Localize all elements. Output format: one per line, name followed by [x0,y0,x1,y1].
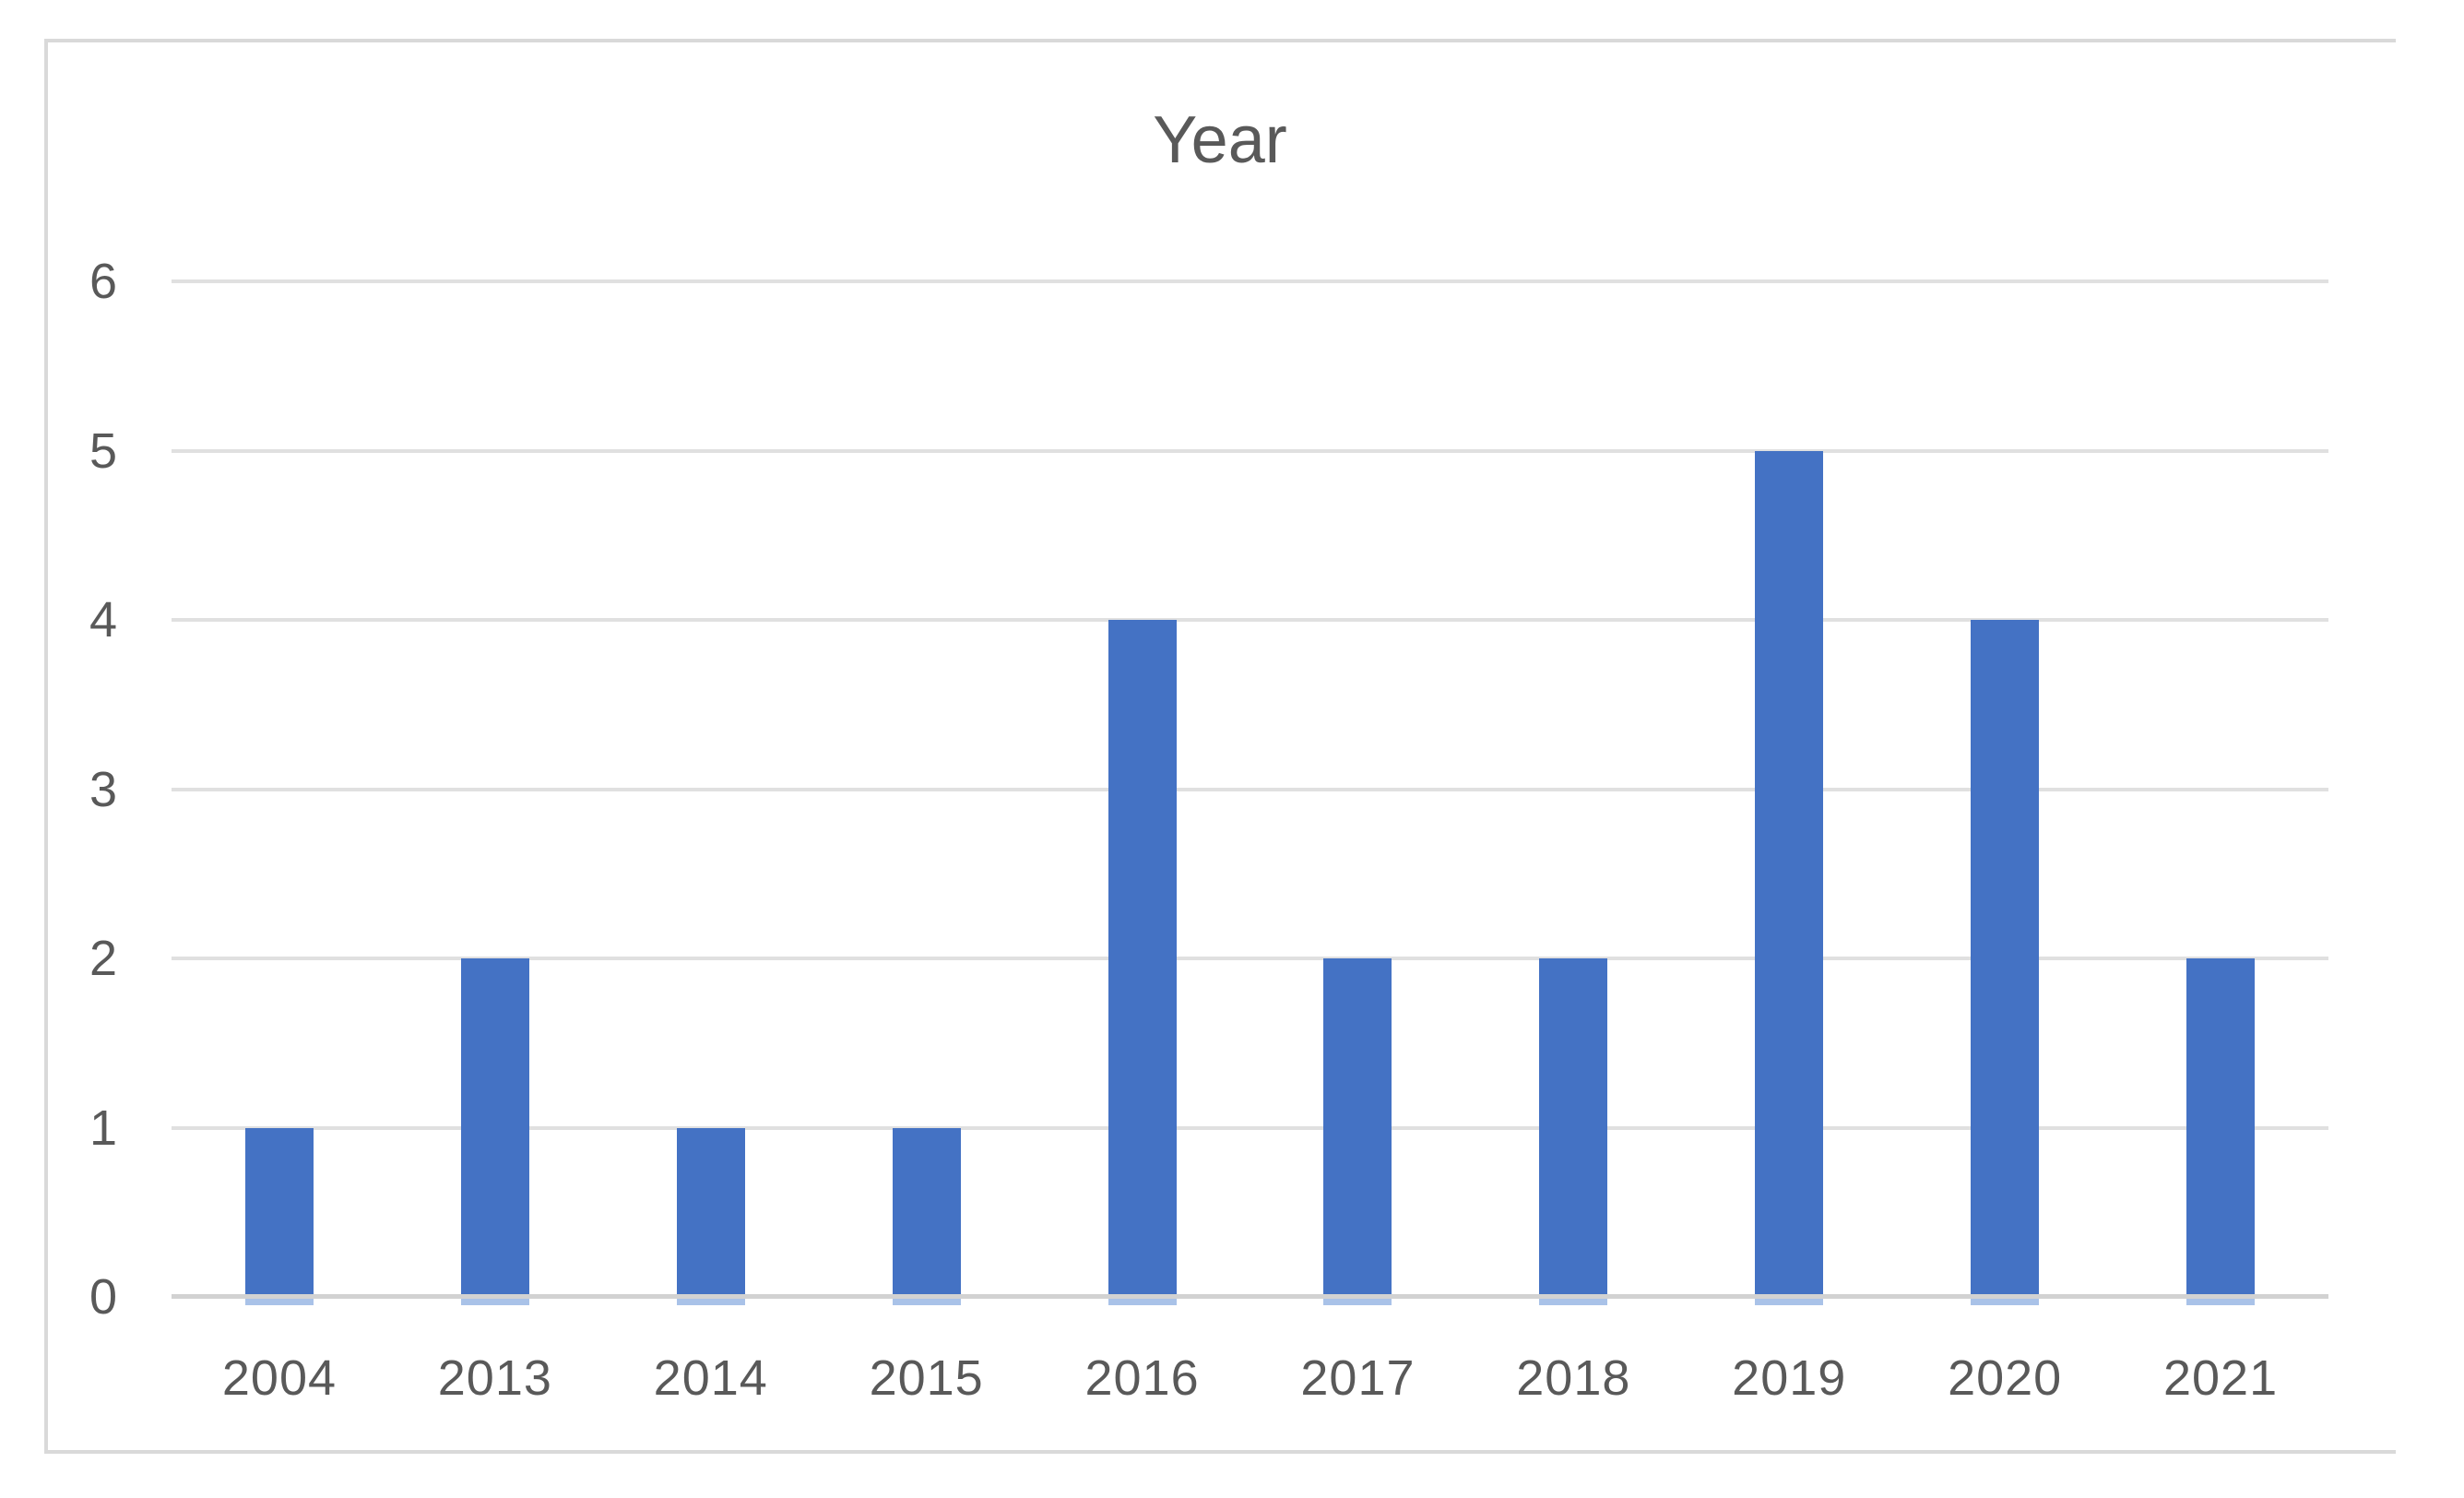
gridline [172,957,2328,960]
chart-title: Year [1153,103,1287,177]
y-axis-labels: 0 1 2 3 4 5 6 [51,254,117,1325]
bar-base-stub [2186,1299,2256,1305]
gridline [172,448,2328,453]
x-axis-tick-label: 2014 [653,1350,768,1406]
y-axis-tick-label: 1 [89,1100,117,1156]
gridline [172,787,2328,791]
bar [1108,620,1177,1294]
bar-base-stub [1971,1299,2040,1305]
bar [1755,450,1824,1294]
x-axis-tick-label: 2016 [1084,1350,1200,1406]
bar-base-stub [1323,1299,1392,1305]
x-axis-tick-label: 2017 [1300,1350,1416,1406]
x-axis-tick-label: 2018 [1516,1350,1631,1406]
x-axis-tick-label: 2015 [869,1350,984,1406]
x-axis-line [172,1294,2328,1299]
bar [244,1127,314,1294]
y-axis-tick-label: 4 [89,592,117,648]
gridline [172,1125,2328,1130]
bar-base-stub [892,1299,961,1305]
gridline [172,618,2328,622]
bar-base-stub [1539,1299,1608,1305]
y-axis-tick-label: 3 [89,761,117,817]
x-axis-tick-label: 2021 [2162,1350,2279,1406]
bar-base-stub [676,1299,745,1305]
x-axis-tick-label: 2020 [1948,1350,2063,1406]
bar-base-stub [244,1299,314,1305]
bar [2186,958,2256,1294]
bar [1971,620,2040,1294]
bar [1323,958,1392,1294]
bar [676,1127,745,1294]
x-axis-tick-label: 2013 [437,1350,552,1406]
y-axis-tick-label: 5 [89,422,117,479]
x-axis-tick-label: 2004 [221,1350,338,1406]
plot-area [172,279,2328,1305]
bar-base-stub [1108,1299,1177,1305]
y-axis-tick-label: 6 [89,254,117,309]
bar-base-stub [460,1299,529,1305]
bar-base-stub [1755,1299,1824,1305]
bar [1539,958,1608,1294]
y-axis-tick-label: 2 [89,931,117,986]
x-axis-tick-label: 2019 [1732,1350,1847,1406]
gridline [172,279,2328,283]
x-axis-labels: 2004 2013 2014 2015 2016 2017 2018 2019 2020 2021 [172,1349,2328,1413]
y-axis-tick-label: 0 [89,1269,117,1325]
bar [460,958,529,1294]
bar [892,1127,961,1294]
